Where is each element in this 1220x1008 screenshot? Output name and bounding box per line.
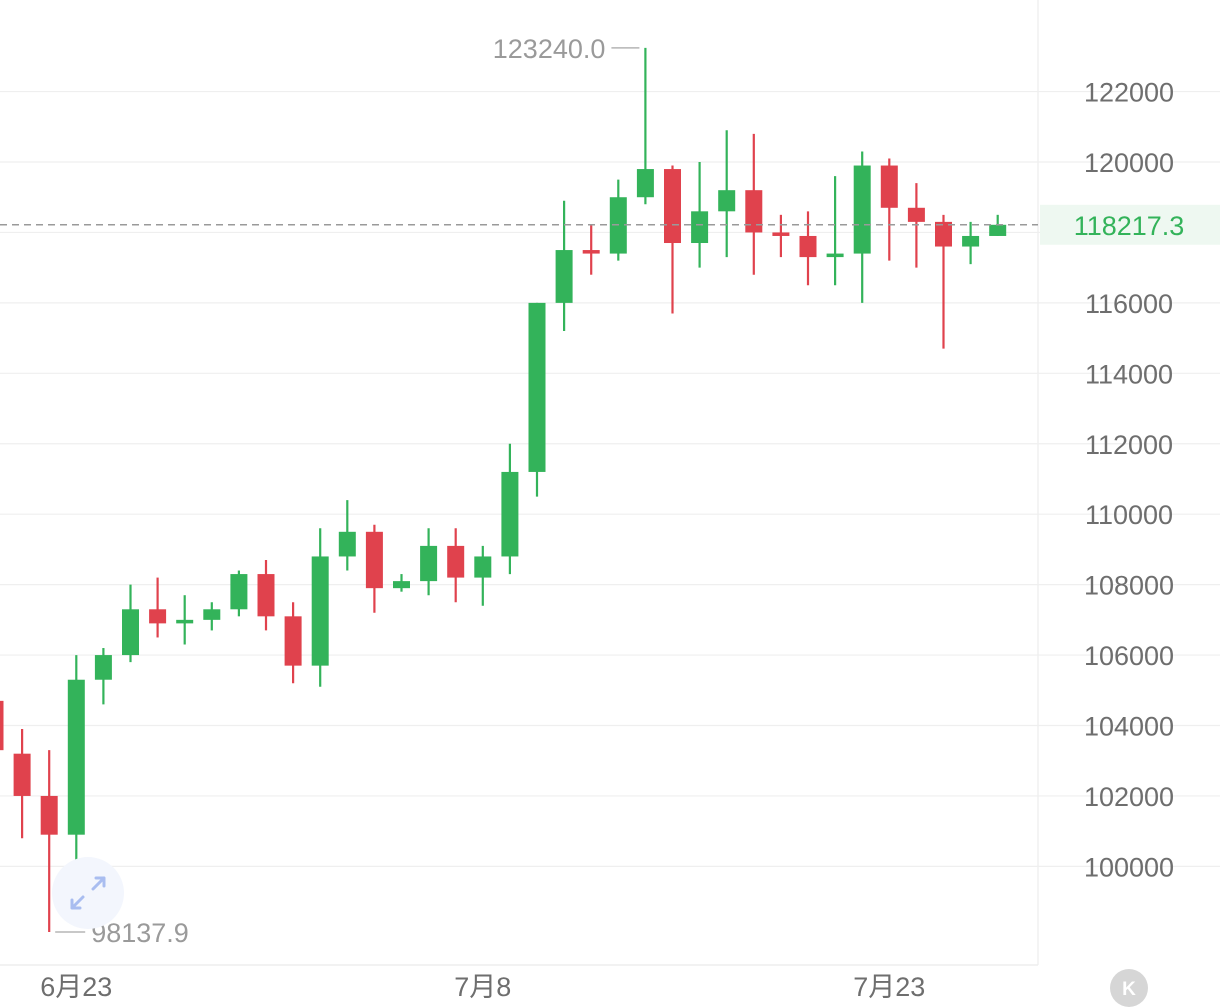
candle-up[interactable] [636, 47, 654, 205]
candle-up[interactable] [203, 602, 221, 631]
candle-up[interactable] [67, 655, 85, 881]
candle-body [989, 224, 1007, 236]
candle-body [338, 531, 356, 557]
x-tick-label: 6月23 [40, 972, 112, 1002]
candles[interactable] [0, 47, 1007, 932]
candle-body [122, 609, 139, 656]
candle-down[interactable] [257, 559, 275, 631]
grid-lines [0, 90, 1220, 867]
current-price-tag [1040, 204, 1220, 245]
candle-body [691, 211, 709, 244]
candle-body [826, 253, 844, 258]
candle-body [582, 250, 600, 254]
candle-up[interactable] [691, 162, 709, 268]
candle-body [257, 574, 275, 617]
y-tick-label: 110000 [1085, 500, 1173, 530]
candle-body [474, 556, 492, 578]
candle-up[interactable] [826, 176, 844, 286]
candle-down[interactable] [40, 750, 58, 932]
candle-body [284, 616, 302, 666]
candle-body [718, 190, 736, 212]
y-tick-label: 106000 [1084, 641, 1174, 671]
candle-body [40, 795, 58, 835]
candle-body [393, 581, 410, 589]
candle-up[interactable] [122, 584, 139, 663]
candle-up[interactable] [176, 595, 194, 645]
candle-body [67, 679, 85, 835]
price-axis: 100000 102000 104000 106000 108000 110000 1120… [1084, 78, 1174, 883]
kline-button[interactable]: K [1110, 969, 1148, 1007]
candle-up[interactable] [718, 130, 736, 258]
candle-up[interactable] [853, 151, 871, 303]
y-tick-label: 112000 [1085, 430, 1173, 460]
candle-down[interactable] [880, 158, 898, 261]
candle-body [528, 302, 546, 472]
candle-body [94, 655, 112, 680]
candle-up[interactable] [311, 528, 329, 687]
candle-body [555, 250, 573, 303]
candle-body [0, 700, 4, 751]
candle-body [176, 619, 194, 624]
candle-body [636, 169, 654, 198]
candle-body [230, 574, 248, 610]
candle-down[interactable] [149, 577, 167, 638]
candle-up[interactable] [230, 570, 248, 617]
candle-body [420, 545, 438, 582]
time-axis: 6月23 7月8 7月23 [40, 972, 925, 1002]
candle-up[interactable] [420, 528, 438, 596]
candle-body [799, 235, 817, 258]
candle-down[interactable] [284, 602, 302, 684]
candle-body [745, 190, 763, 233]
y-tick-label: 108000 [1084, 571, 1174, 601]
candle-up[interactable] [501, 443, 519, 575]
candle-body [772, 232, 790, 236]
candle-down[interactable] [447, 528, 465, 603]
candle-body [13, 753, 31, 796]
expand-arrows-icon[interactable] [52, 857, 124, 929]
candle-up[interactable] [555, 200, 573, 332]
candle-body [664, 169, 681, 244]
y-tick-label: 100000 [1084, 852, 1174, 882]
candle-body [907, 207, 925, 222]
y-tick-label: 114000 [1085, 359, 1173, 389]
y-tick-label: 102000 [1084, 782, 1174, 812]
candle-body [962, 235, 980, 247]
candle-body [501, 471, 519, 557]
y-tick-label: 120000 [1084, 148, 1174, 178]
candle-up[interactable] [474, 545, 492, 606]
candle-down[interactable] [365, 524, 383, 613]
candle-body [880, 165, 898, 208]
candle-down[interactable] [935, 214, 952, 349]
current-price-label: 118217.3 [1074, 211, 1185, 241]
y-tick-label: 104000 [1084, 712, 1174, 742]
candle-body [203, 609, 221, 620]
candle-up[interactable] [393, 574, 410, 592]
candle-body [935, 221, 952, 247]
candle-up[interactable] [94, 648, 112, 705]
candle-body [365, 531, 383, 589]
max-price-marker: 123240.0 [493, 34, 640, 64]
x-tick-label: 7月23 [853, 972, 925, 1002]
candle-down[interactable] [745, 133, 763, 275]
candle-down[interactable] [772, 214, 790, 258]
candle-up[interactable] [962, 221, 980, 265]
candle-body [311, 556, 329, 666]
kline-button-glyph: K [1122, 979, 1136, 1000]
candle-body [853, 165, 871, 254]
x-tick-label: 7月8 [454, 972, 511, 1002]
candle-body [149, 609, 167, 624]
candle-down[interactable] [0, 637, 4, 785]
candle-down[interactable] [799, 211, 817, 286]
candle-up[interactable] [338, 500, 356, 571]
candle-body [447, 545, 465, 578]
y-tick-label: 116000 [1085, 289, 1173, 319]
candle-down[interactable] [13, 729, 31, 839]
candle-down[interactable] [582, 225, 600, 275]
y-tick-label: 122000 [1084, 78, 1174, 108]
candle-up[interactable] [528, 302, 546, 497]
max-price-label: 123240.0 [493, 34, 606, 64]
